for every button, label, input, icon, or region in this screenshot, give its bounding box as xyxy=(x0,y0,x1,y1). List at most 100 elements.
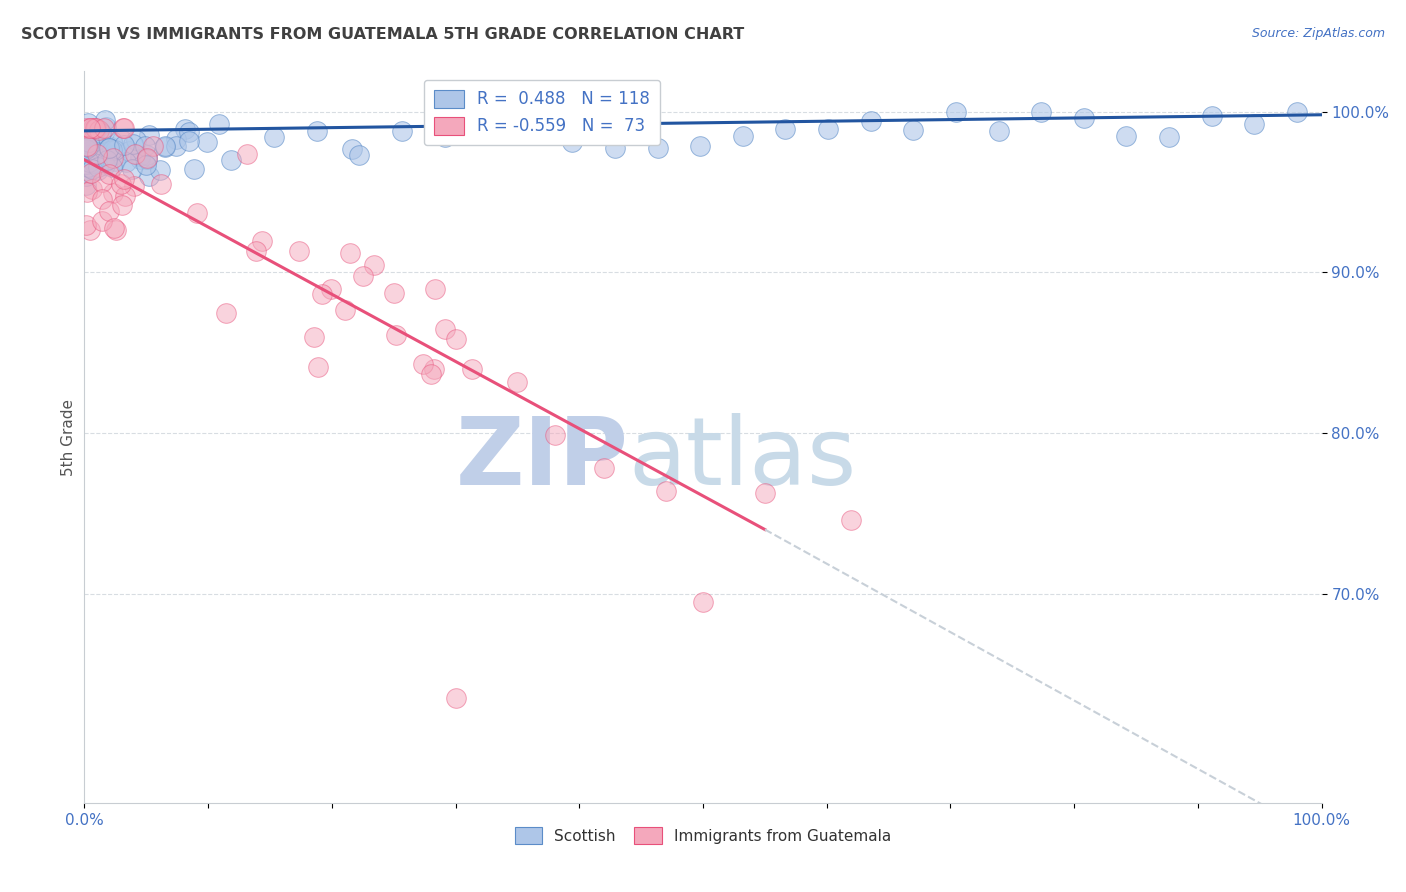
Point xyxy=(77,140,100,154)
Point xyxy=(593,461,616,475)
Point xyxy=(775,122,797,136)
Point xyxy=(149,163,172,178)
Point xyxy=(75,169,97,184)
Point xyxy=(75,162,97,177)
Point xyxy=(433,130,456,145)
Point xyxy=(76,147,98,161)
Point xyxy=(1243,117,1265,131)
Point xyxy=(461,362,484,376)
Point xyxy=(1157,130,1180,145)
Point xyxy=(543,428,565,442)
Point xyxy=(136,153,159,167)
Point xyxy=(647,141,669,155)
Point xyxy=(77,151,100,165)
Point xyxy=(412,358,434,372)
Point xyxy=(124,147,146,161)
Point xyxy=(903,123,925,137)
Point xyxy=(155,139,177,153)
Point xyxy=(382,286,405,301)
Point xyxy=(655,484,678,499)
Point xyxy=(77,154,100,169)
Point xyxy=(128,149,150,163)
Point xyxy=(305,124,328,138)
Point xyxy=(75,141,97,155)
Point xyxy=(111,133,134,147)
Point xyxy=(80,152,103,166)
Point xyxy=(75,144,97,158)
Point xyxy=(96,148,118,162)
Point xyxy=(987,124,1010,138)
Point xyxy=(121,161,143,176)
Point xyxy=(433,322,456,336)
Point xyxy=(98,203,121,218)
Point xyxy=(84,142,107,156)
Point xyxy=(208,117,231,131)
Point xyxy=(142,139,165,153)
Point xyxy=(423,362,446,376)
Point xyxy=(114,188,136,202)
Point xyxy=(122,179,145,194)
Point xyxy=(83,156,105,170)
Point xyxy=(177,134,200,148)
Point xyxy=(444,332,467,346)
Point xyxy=(91,192,114,206)
Point xyxy=(423,282,446,296)
Point xyxy=(339,246,361,260)
Point xyxy=(149,177,172,191)
Point xyxy=(80,140,103,154)
Point xyxy=(101,160,124,174)
Point xyxy=(252,234,274,248)
Point xyxy=(236,147,259,161)
Point xyxy=(125,133,148,147)
Point xyxy=(84,120,107,135)
Point xyxy=(84,153,107,168)
Point xyxy=(945,104,967,119)
Point xyxy=(87,122,110,136)
Point xyxy=(101,186,124,200)
Point xyxy=(90,124,112,138)
Point xyxy=(475,124,498,138)
Point xyxy=(506,375,529,389)
Point xyxy=(263,129,285,144)
Point xyxy=(80,182,103,196)
Point xyxy=(221,153,243,168)
Point xyxy=(135,147,157,161)
Point xyxy=(82,140,104,154)
Point xyxy=(195,135,218,149)
Point xyxy=(349,148,371,162)
Point xyxy=(87,140,110,154)
Point xyxy=(76,138,98,153)
Point xyxy=(79,223,101,237)
Point xyxy=(859,113,882,128)
Point xyxy=(363,258,385,272)
Point xyxy=(90,126,112,140)
Point xyxy=(75,137,97,152)
Point xyxy=(104,223,127,237)
Point xyxy=(245,244,267,258)
Point xyxy=(352,269,374,284)
Point xyxy=(138,128,160,143)
Point xyxy=(561,135,583,149)
Point xyxy=(94,120,117,134)
Point xyxy=(80,146,103,161)
Point xyxy=(82,120,104,135)
Point xyxy=(101,148,124,162)
Point xyxy=(90,140,112,154)
Point xyxy=(77,135,100,149)
Point xyxy=(444,691,467,706)
Point xyxy=(419,367,441,381)
Point xyxy=(76,186,98,200)
Point xyxy=(319,282,342,296)
Point xyxy=(112,171,135,186)
Point xyxy=(76,124,98,138)
Point xyxy=(135,158,157,172)
Point xyxy=(77,150,100,164)
Point xyxy=(384,327,406,342)
Point xyxy=(115,155,138,169)
Point xyxy=(731,128,754,143)
Point xyxy=(96,153,118,167)
Point xyxy=(129,152,152,166)
Point xyxy=(87,145,110,159)
Legend: Scottish, Immigrants from Guatemala: Scottish, Immigrants from Guatemala xyxy=(509,822,897,850)
Point xyxy=(1031,104,1053,119)
